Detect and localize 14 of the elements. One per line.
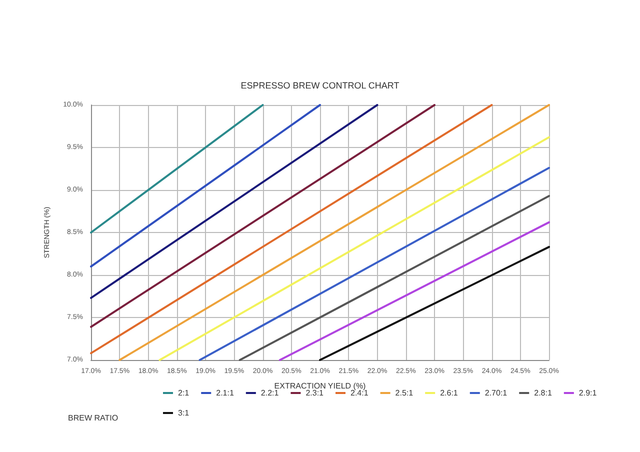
legend-label: 2.4:1 [350, 388, 369, 398]
legend-label: 2.70:1 [484, 388, 508, 398]
legend-label: 3:1 [178, 408, 190, 418]
legend-title: BREW RATIO [68, 414, 118, 422]
legend-label: 2.9:1 [578, 388, 598, 398]
x-axis-title: EXTRACTION YIELD (%) [274, 382, 366, 390]
chart-title: ESPRESSO BREW CONTROL CHART [240, 80, 400, 90]
legend-label: 2.2:1 [260, 388, 280, 398]
legend-label: 2.5:1 [395, 388, 414, 398]
legend-label: 2:1 [178, 388, 190, 398]
legend-label: 2.6:1 [440, 388, 458, 398]
legend-label: 2.1:1 [216, 388, 234, 398]
legend-label: 2.8:1 [534, 388, 552, 398]
legend-label: 2.3:1 [306, 388, 324, 398]
